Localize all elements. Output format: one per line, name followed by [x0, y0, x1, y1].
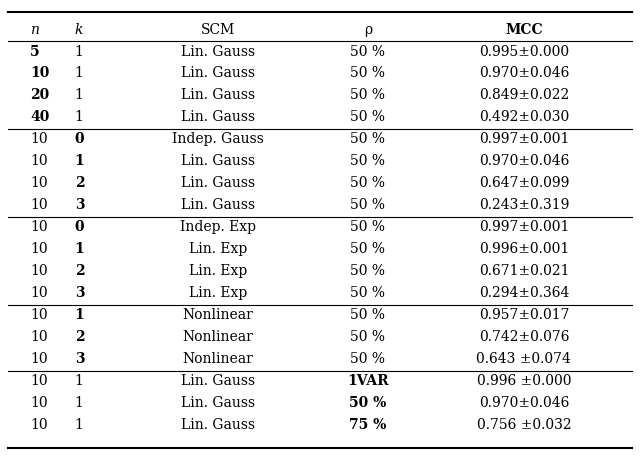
Text: ρ: ρ	[364, 22, 372, 37]
Text: 10: 10	[30, 374, 48, 388]
Text: 1: 1	[75, 374, 84, 388]
Text: Lin. Exp: Lin. Exp	[189, 286, 247, 300]
Text: Nonlinear: Nonlinear	[182, 353, 253, 366]
Text: 1: 1	[75, 111, 84, 124]
Text: 10: 10	[30, 353, 48, 366]
Text: Lin. Gauss: Lin. Gauss	[181, 418, 255, 432]
Text: 0: 0	[75, 220, 84, 235]
Text: 10: 10	[30, 198, 48, 213]
Text: k: k	[75, 22, 83, 37]
Text: 0.996 ±0.000: 0.996 ±0.000	[477, 374, 571, 388]
Text: 10: 10	[30, 67, 49, 80]
Text: MCC: MCC	[505, 22, 543, 37]
Text: 0.970±0.046: 0.970±0.046	[479, 396, 569, 410]
Text: 1: 1	[75, 45, 84, 58]
Text: 50 %: 50 %	[349, 396, 387, 410]
Text: Lin. Gauss: Lin. Gauss	[181, 198, 255, 213]
Text: Lin. Gauss: Lin. Gauss	[181, 111, 255, 124]
Text: 2: 2	[75, 176, 84, 190]
Text: Nonlinear: Nonlinear	[182, 330, 253, 344]
Text: 50 %: 50 %	[350, 154, 385, 168]
Text: 0.294±0.364: 0.294±0.364	[479, 286, 569, 300]
Text: 0.742±0.076: 0.742±0.076	[479, 330, 569, 344]
Text: 0.849±0.022: 0.849±0.022	[479, 89, 569, 102]
Text: 1: 1	[75, 67, 84, 80]
Text: Lin. Gauss: Lin. Gauss	[181, 176, 255, 190]
Text: 50 %: 50 %	[350, 198, 385, 213]
Text: 50 %: 50 %	[350, 264, 385, 278]
Text: 10: 10	[30, 418, 48, 432]
Text: Lin. Gauss: Lin. Gauss	[181, 89, 255, 102]
Text: 3: 3	[75, 286, 84, 300]
Text: 1: 1	[75, 154, 84, 168]
Text: 10: 10	[30, 308, 48, 322]
Text: 0.643 ±0.074: 0.643 ±0.074	[476, 353, 572, 366]
Text: 10: 10	[30, 330, 48, 344]
Text: 0.995±0.000: 0.995±0.000	[479, 45, 569, 58]
Text: 0.970±0.046: 0.970±0.046	[479, 154, 569, 168]
Text: 0: 0	[75, 133, 84, 146]
Text: 0.970±0.046: 0.970±0.046	[479, 67, 569, 80]
Text: 10: 10	[30, 176, 48, 190]
Text: 50 %: 50 %	[350, 133, 385, 146]
Text: 3: 3	[75, 198, 84, 213]
Text: 50 %: 50 %	[350, 308, 385, 322]
Text: 50 %: 50 %	[350, 111, 385, 124]
Text: Nonlinear: Nonlinear	[182, 308, 253, 322]
Text: 10: 10	[30, 286, 48, 300]
Text: 10: 10	[30, 264, 48, 278]
Text: SCM: SCM	[201, 22, 235, 37]
Text: 20: 20	[30, 89, 49, 102]
Text: 10: 10	[30, 154, 48, 168]
Text: 10: 10	[30, 242, 48, 257]
Text: 1: 1	[75, 418, 84, 432]
Text: Lin. Gauss: Lin. Gauss	[181, 374, 255, 388]
Text: 50 %: 50 %	[350, 286, 385, 300]
Text: 10: 10	[30, 396, 48, 410]
Text: Lin. Gauss: Lin. Gauss	[181, 154, 255, 168]
Text: 1: 1	[75, 308, 84, 322]
Text: 0.243±0.319: 0.243±0.319	[479, 198, 569, 213]
Text: 10: 10	[30, 220, 48, 235]
Text: Lin. Exp: Lin. Exp	[189, 242, 247, 257]
Text: 0.671±0.021: 0.671±0.021	[479, 264, 569, 278]
Text: Indep. Gauss: Indep. Gauss	[172, 133, 264, 146]
Text: 50 %: 50 %	[350, 220, 385, 235]
Text: 1VAR: 1VAR	[347, 374, 388, 388]
Text: 1: 1	[75, 89, 84, 102]
Text: 0.647±0.099: 0.647±0.099	[479, 176, 569, 190]
Text: 0.997±0.001: 0.997±0.001	[479, 133, 569, 146]
Text: Lin. Exp: Lin. Exp	[189, 264, 247, 278]
Text: 2: 2	[75, 330, 84, 344]
Text: 50 %: 50 %	[350, 176, 385, 190]
Text: 50 %: 50 %	[350, 242, 385, 257]
Text: 50 %: 50 %	[350, 353, 385, 366]
Text: Lin. Gauss: Lin. Gauss	[181, 45, 255, 58]
Text: 50 %: 50 %	[350, 67, 385, 80]
Text: Lin. Gauss: Lin. Gauss	[181, 396, 255, 410]
Text: 0.492±0.030: 0.492±0.030	[479, 111, 569, 124]
Text: 50 %: 50 %	[350, 45, 385, 58]
Text: 10: 10	[30, 133, 48, 146]
Text: 40: 40	[30, 111, 49, 124]
Text: Indep. Exp: Indep. Exp	[180, 220, 256, 235]
Text: 1: 1	[75, 242, 84, 257]
Text: 75 %: 75 %	[349, 418, 387, 432]
Text: n: n	[30, 22, 39, 37]
Text: 2: 2	[75, 264, 84, 278]
Text: 1: 1	[75, 396, 84, 410]
Text: 5: 5	[30, 45, 40, 58]
Text: 3: 3	[75, 353, 84, 366]
Text: 0.957±0.017: 0.957±0.017	[479, 308, 569, 322]
Text: 50 %: 50 %	[350, 330, 385, 344]
Text: Lin. Gauss: Lin. Gauss	[181, 67, 255, 80]
Text: 0.997±0.001: 0.997±0.001	[479, 220, 569, 235]
Text: 0.756 ±0.032: 0.756 ±0.032	[477, 418, 572, 432]
Text: 0.996±0.001: 0.996±0.001	[479, 242, 569, 257]
Text: 50 %: 50 %	[350, 89, 385, 102]
